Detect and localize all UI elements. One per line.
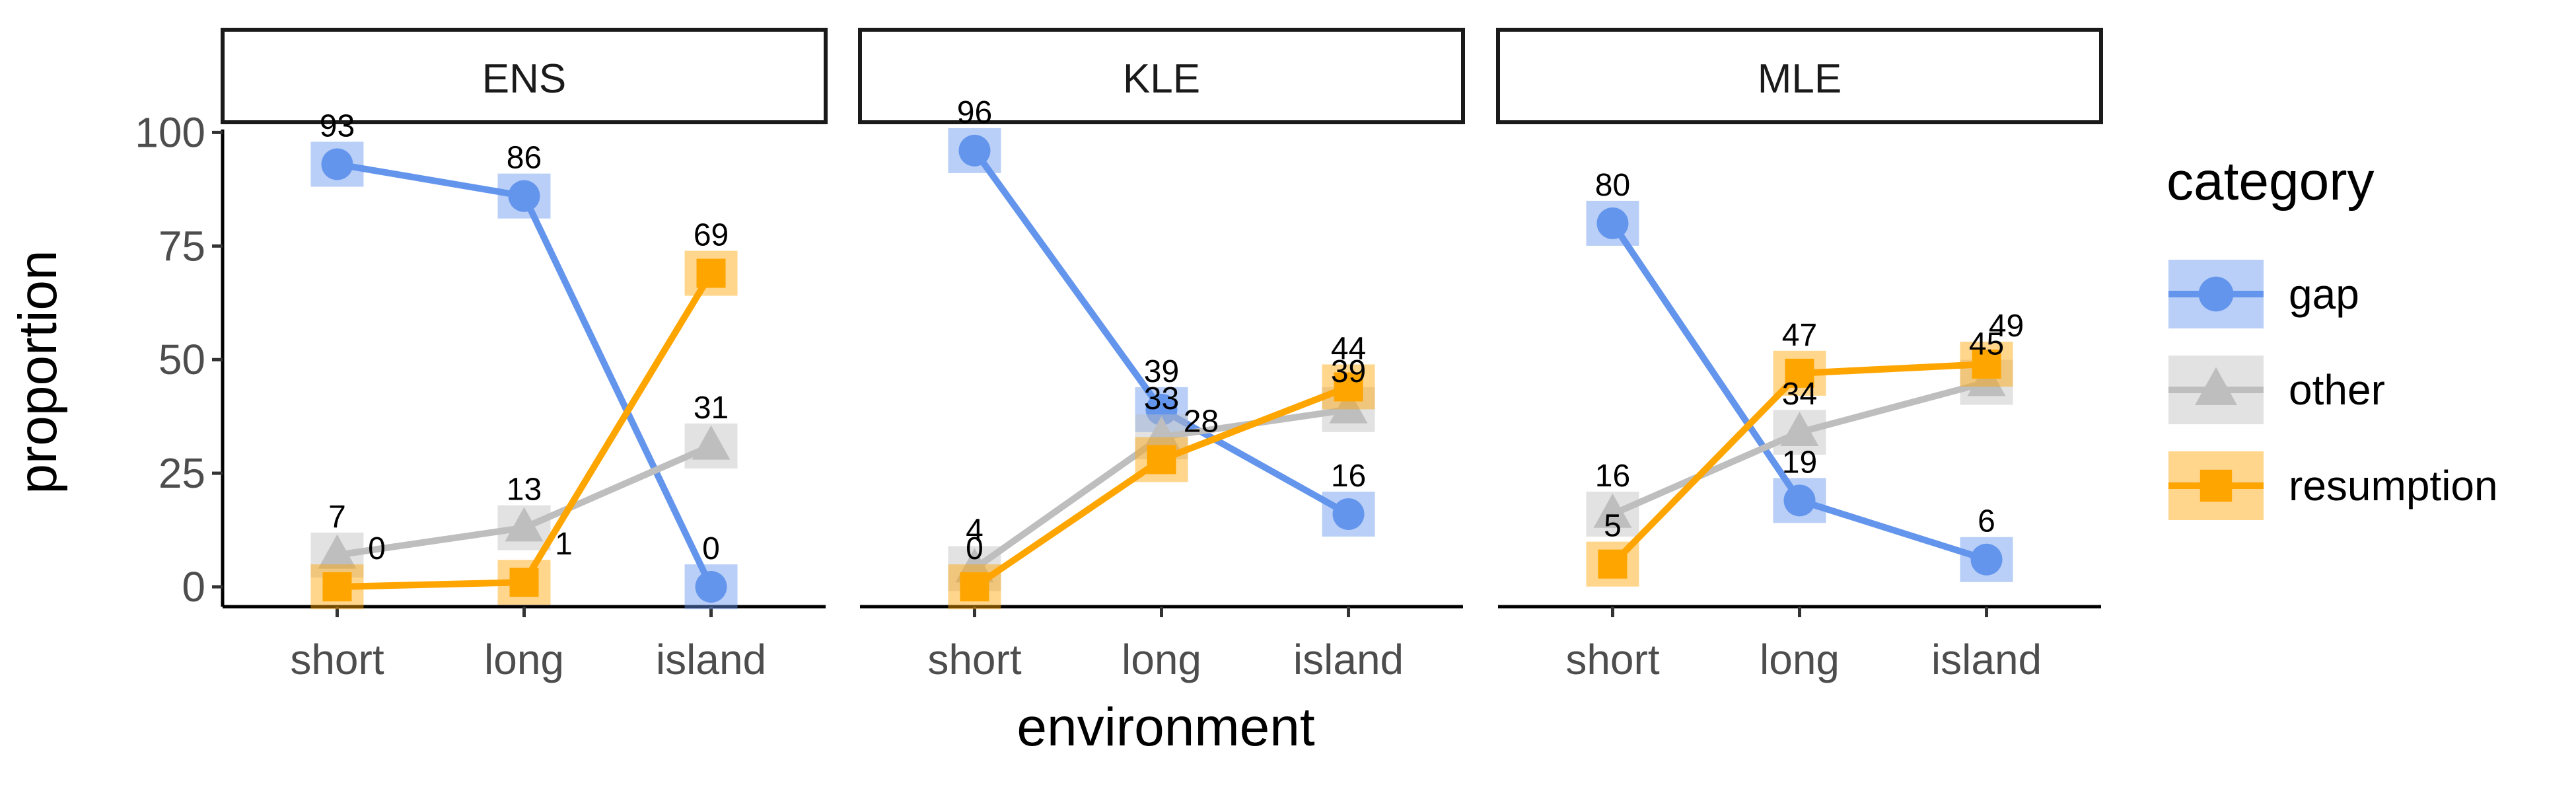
data-label-resumption: 47 — [1782, 318, 1817, 353]
point-gap-kle-island — [1332, 498, 1365, 530]
data-label-gap: 93 — [320, 109, 355, 144]
data-label-resumption: 1 — [555, 527, 573, 562]
panels-layer: ENS short long island KLE short long island MLE s… — [135, 28, 2103, 683]
point-other-ens-island — [692, 425, 731, 460]
data-label-other: 16 — [1595, 459, 1630, 494]
legend-label-other: other — [2289, 366, 2385, 414]
point-other-mle-island — [1967, 361, 2006, 397]
point-resumption-kle-long — [1147, 445, 1176, 474]
data-label-other: 31 — [694, 391, 729, 426]
x-axis-title: environment — [1017, 697, 1314, 757]
facet-strip-kle — [858, 28, 1465, 124]
point-other-mle-short — [1593, 493, 1632, 528]
y-axis-title: proportion — [8, 250, 68, 494]
data-label-gap: 96 — [957, 95, 992, 130]
x-tick-label: long — [484, 636, 564, 683]
point-other-kle-island — [1329, 389, 1368, 424]
point-other-mle-long — [1780, 412, 1819, 447]
data-label-gap: 0 — [702, 531, 720, 566]
legend-label-gap: gap — [2289, 270, 2359, 318]
data-label-resumption: 0 — [966, 531, 984, 566]
facet-strip-ens — [221, 28, 828, 124]
data-label-gap: 80 — [1595, 168, 1630, 203]
legend: category gap other resumption — [2166, 151, 2498, 520]
facet-strip-mle — [1496, 28, 2103, 124]
point-resumption-mle-short — [1598, 549, 1628, 579]
x-tick-label: short — [927, 636, 1022, 683]
x-tick-label: short — [290, 636, 384, 683]
data-label-gap: 19 — [1782, 445, 1817, 480]
point-gap-kle-long — [1145, 393, 1178, 426]
facet-strip-label-ens: ENS — [482, 56, 566, 102]
legend-title: category — [2166, 151, 2375, 211]
x-tick-label: island — [656, 636, 766, 683]
x-tick-label: island — [1931, 636, 2042, 683]
y-tick-label: 50 — [159, 336, 205, 383]
data-label-resumption: 44 — [1331, 331, 1366, 366]
data-label-resumption: 49 — [1989, 309, 2024, 344]
point-resumption-ens-short — [322, 572, 352, 601]
facet-strip-label-mle: MLE — [1758, 56, 1842, 102]
point-resumption-mle-island — [1972, 350, 2001, 379]
y-tick-label: 100 — [135, 108, 205, 156]
point-gap-mle-short — [1596, 207, 1629, 239]
point-other-kle-long — [1142, 416, 1181, 451]
data-label-resumption: 5 — [1604, 509, 1622, 544]
data-label-gap: 16 — [1331, 459, 1366, 494]
point-resumption-kle-short — [960, 572, 989, 601]
data-label-gap: 39 — [1144, 354, 1179, 389]
data-label-other: 34 — [1782, 377, 1817, 412]
facet-strip-label-kle: KLE — [1123, 56, 1200, 102]
legend-key-marker-gap — [2198, 276, 2234, 312]
point-gap-kle-short — [958, 134, 991, 167]
data-label-resumption: 28 — [1184, 404, 1219, 439]
point-other-ens-long — [505, 507, 544, 542]
data-label-other: 33 — [1144, 381, 1179, 416]
x-tick-label: short — [1565, 636, 1660, 683]
data-label-other: 4 — [966, 513, 984, 548]
point-resumption-mle-long — [1785, 358, 1814, 388]
data-label-gap: 86 — [507, 141, 542, 176]
point-gap-ens-long — [508, 180, 540, 212]
point-resumption-ens-long — [509, 568, 539, 597]
y-tick-label: 25 — [159, 449, 205, 497]
legend-label-resumption: resumption — [2289, 462, 2498, 510]
data-label-gap: 6 — [1978, 504, 1995, 539]
x-tick-label: long — [1122, 636, 1201, 683]
data-label-resumption: 0 — [368, 531, 386, 566]
data-label-other: 13 — [507, 472, 542, 508]
data-label-other: 39 — [1331, 354, 1366, 389]
point-other-ens-short — [318, 534, 357, 569]
legend-key-marker-resumption — [2200, 469, 2233, 502]
point-gap-mle-island — [1970, 543, 2003, 576]
marks-layer — [310, 128, 2013, 609]
legend-keys: gap other resumption — [2168, 260, 2498, 520]
point-gap-ens-island — [695, 571, 727, 603]
data-label-other: 7 — [328, 500, 346, 535]
data-label-resumption: 69 — [694, 218, 729, 253]
data-label-other: 45 — [1969, 327, 2004, 362]
legend-key-marker-other — [2195, 367, 2237, 405]
point-resumption-ens-island — [696, 258, 726, 288]
x-tick-label: long — [1760, 636, 1840, 683]
y-tick-label: 75 — [159, 222, 205, 270]
point-gap-ens-short — [321, 148, 353, 180]
y-tick-label: 0 — [182, 563, 205, 611]
point-gap-mle-long — [1783, 484, 1816, 517]
x-tick-label: island — [1293, 636, 1404, 683]
point-resumption-kle-island — [1334, 372, 1363, 402]
